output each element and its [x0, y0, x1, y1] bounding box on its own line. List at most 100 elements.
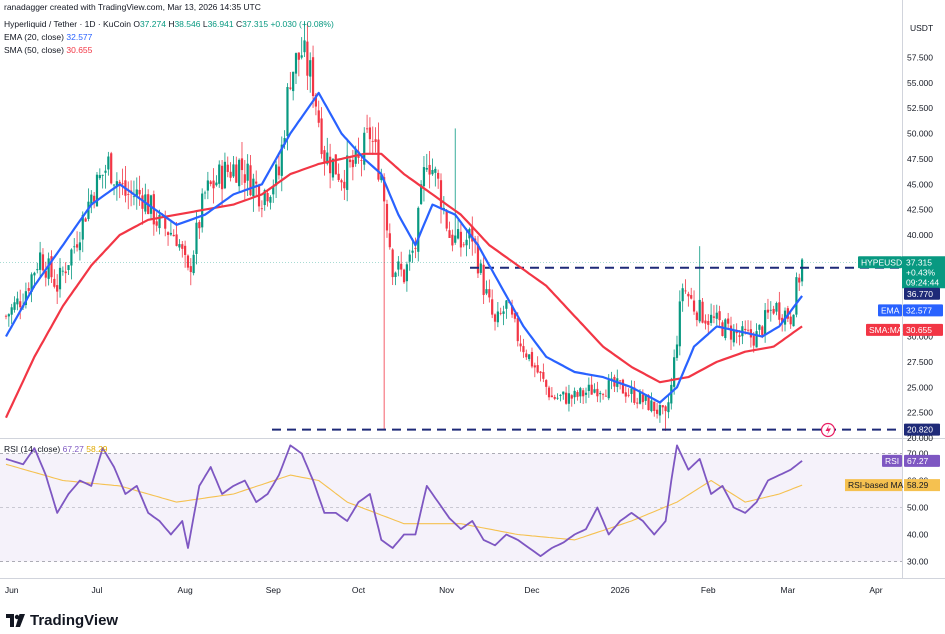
tradingview-brand[interactable]: TradingView	[6, 612, 118, 629]
candle-body	[465, 239, 468, 246]
support-level-tag-bg	[904, 423, 940, 436]
sma-legend[interactable]: SMA (50, close) 30.655	[4, 45, 92, 55]
candle-body	[269, 196, 272, 203]
candle-body	[75, 244, 79, 248]
candle-body	[738, 335, 741, 337]
candle-body	[653, 401, 656, 411]
candle-body	[132, 196, 136, 198]
rsi-name-tag-text: RSI	[885, 456, 899, 466]
candle-body	[684, 290, 687, 292]
candle-body	[10, 307, 13, 315]
candle-body	[437, 172, 440, 179]
candle-body	[661, 405, 664, 408]
candle-body	[343, 181, 346, 189]
price-tick-label: 40.000	[907, 230, 933, 240]
candle-body	[363, 132, 366, 165]
rsi-ma-value-tag-text: 58.29	[907, 480, 929, 490]
candle-body	[525, 353, 528, 358]
price-tick-label: 57.500	[907, 52, 933, 62]
candle-body	[798, 277, 801, 283]
brand-name: TradingView	[30, 612, 119, 629]
candle-body	[172, 234, 175, 237]
price-tick-label: 22.500	[907, 408, 933, 418]
candle-body	[505, 300, 508, 309]
last-price-tag: 37.315+0.43%09:24:44	[902, 256, 945, 289]
high-value: 38.546	[174, 19, 201, 29]
time-axis[interactable]: Jun Jul Aug Sep Oct Nov Dec 2026 Feb Mar Apr	[5, 585, 883, 595]
sma-name-tag: SMA:MA	[866, 323, 903, 336]
candle-body	[215, 182, 218, 186]
sma-50-line	[5, 152, 803, 419]
candle-body	[445, 210, 448, 229]
candle-body	[513, 313, 517, 319]
rsi-legend-label: RSI (14, close)	[4, 444, 61, 454]
candle-body	[707, 320, 710, 325]
candle-body	[260, 208, 263, 210]
candle-body	[33, 272, 36, 276]
ema-20-line	[5, 91, 803, 404]
candle-body	[485, 289, 488, 294]
candle-body	[641, 394, 644, 403]
sma-name-tag-bg	[866, 323, 900, 336]
symbol-name-tag: HYPEUSDT	[858, 256, 907, 269]
candle-body	[425, 167, 428, 170]
candle-body	[545, 380, 548, 387]
candle-body	[522, 346, 525, 353]
lightning-icon[interactable]	[820, 422, 836, 438]
candle-body	[64, 271, 67, 274]
rsi-tick-label: 70.00	[907, 449, 929, 459]
candle-body	[4, 315, 8, 317]
rsi-name-tag-bg	[882, 454, 902, 467]
candle-body	[47, 258, 50, 279]
candle-body	[30, 274, 33, 292]
candle-body	[681, 288, 684, 302]
symbol-name[interactable]: Hyperliquid / Tether · 1D · KuCoin	[4, 19, 131, 29]
candle-body	[587, 384, 590, 391]
candle-body	[670, 384, 673, 404]
candle-body	[73, 246, 76, 248]
candle-body	[27, 288, 30, 291]
candle-body	[499, 312, 502, 314]
candle-body	[58, 267, 62, 290]
candle-body	[203, 192, 207, 194]
ema-legend[interactable]: EMA (20, close) 32.577	[4, 32, 92, 42]
candle-body	[761, 326, 764, 336]
candle-body	[553, 396, 556, 399]
candle-body	[419, 184, 423, 205]
candle-body	[39, 252, 42, 270]
candle-body	[664, 406, 667, 412]
last-price-tag-line: 09:24:44	[906, 277, 939, 287]
candle-body	[758, 324, 761, 330]
candle-body	[61, 270, 64, 272]
candle-body	[44, 270, 47, 278]
credit-line: ranadagger created with TradingView.com,…	[4, 2, 261, 12]
candle-body	[582, 390, 585, 397]
ema-value-tag: 32.577	[903, 304, 943, 317]
candle-body	[704, 320, 707, 324]
candle-body	[519, 343, 522, 347]
candle-body	[246, 163, 249, 181]
candle-body	[195, 222, 198, 254]
rsi-band	[0, 453, 902, 562]
candle-body	[394, 272, 397, 277]
candle-body	[289, 87, 292, 89]
candle-body	[576, 392, 579, 397]
candle-body	[141, 195, 144, 209]
candle-body	[718, 311, 721, 321]
candle-body	[351, 159, 354, 168]
sma-legend-value: 30.655	[66, 45, 93, 55]
candle-body	[502, 311, 505, 314]
candle-body	[334, 154, 337, 175]
candle-body	[90, 194, 93, 206]
candle-body	[479, 263, 482, 273]
candle-body	[732, 329, 735, 343]
tradingview-logo-icon	[6, 613, 25, 627]
rsi-legend[interactable]: RSI (14, close) 67.27 58.29	[4, 444, 108, 454]
sma-value-tag: 30.655	[903, 323, 943, 336]
candle-body	[769, 309, 772, 311]
candle-body	[380, 175, 383, 181]
rsi-ma-name-tag-bg	[845, 479, 902, 492]
candle-body	[184, 245, 187, 255]
candle-body	[459, 231, 463, 248]
